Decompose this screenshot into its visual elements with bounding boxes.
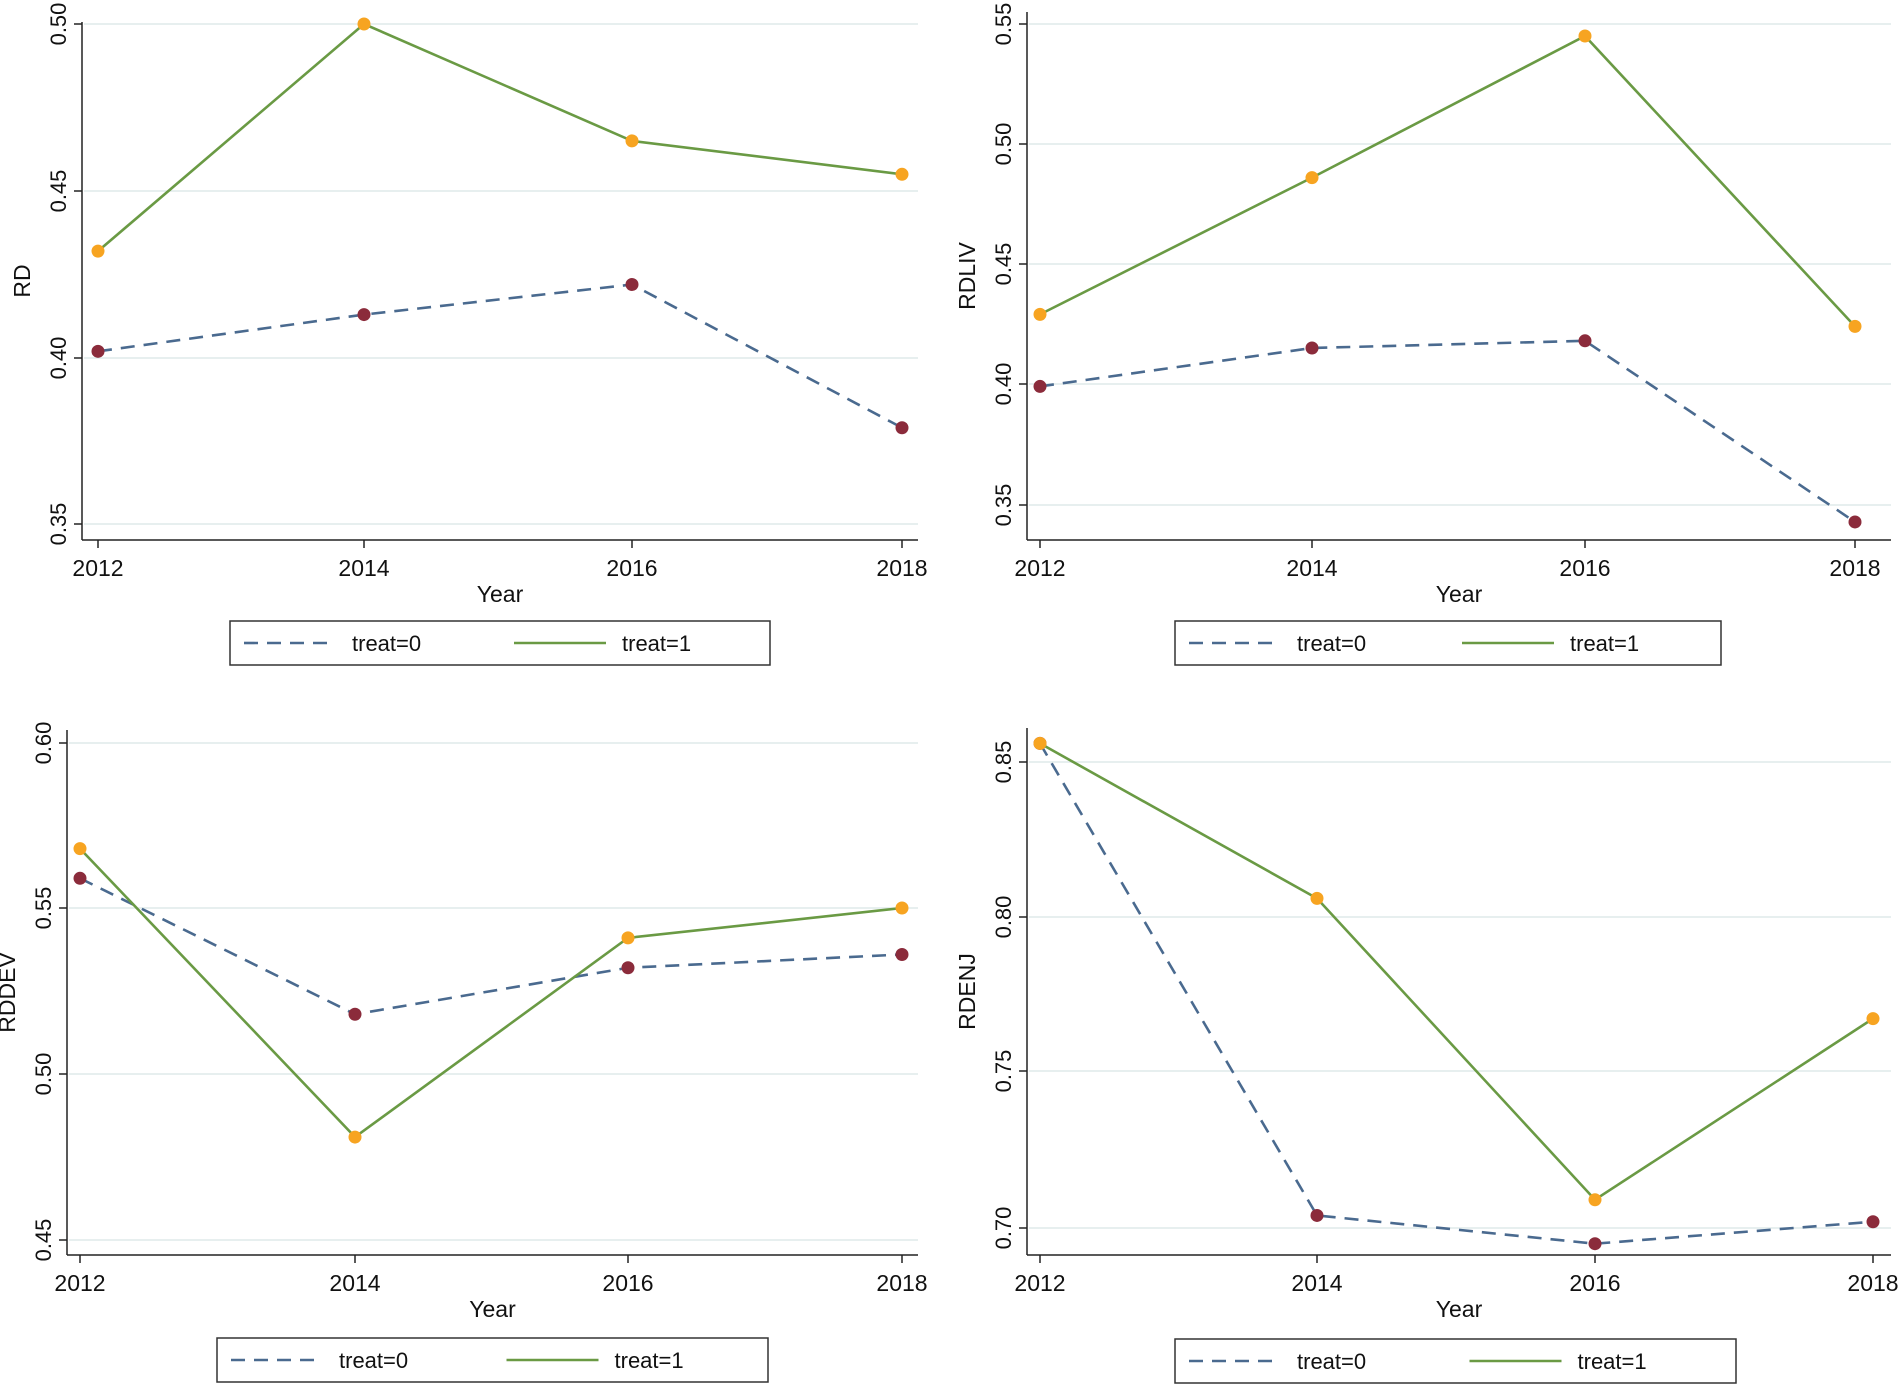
x-tick-label: 2016 (1569, 1270, 1620, 1296)
y-tick-label: 0.50 (31, 1053, 56, 1096)
x-tick-label: 2014 (329, 1270, 380, 1296)
series-line-treat0 (79, 877, 903, 1016)
legend: treat=0 treat=1 (1174, 1338, 1737, 1384)
series-line-treat1 (1039, 34, 1856, 328)
legend-label-treat0: treat=0 (1297, 631, 1366, 656)
data-point-treat0-2014 (1310, 1208, 1324, 1222)
legend-label-treat0: treat=0 (339, 1348, 408, 1373)
y-tick-label: 0.40 (991, 363, 1016, 406)
x-axis-title: Year (1436, 581, 1483, 607)
legend-label-treat0: treat=0 (1297, 1349, 1366, 1374)
y-tick-label: 0.80 (991, 896, 1016, 939)
x-axis-title: Year (477, 581, 524, 607)
y-tick-label: 0.45 (991, 243, 1016, 286)
x-tick-label: 2014 (338, 555, 389, 581)
y-tick-label: 0.50 (46, 3, 71, 46)
y-axis-title: RDDEV (0, 952, 20, 1033)
data-point-treat1-2018 (895, 901, 909, 915)
data-point-treat0-2014 (357, 308, 371, 322)
data-point-treat0-2018 (1866, 1215, 1880, 1229)
data-point-treat1-2016 (1578, 29, 1592, 43)
data-point-treat1-2014 (357, 17, 371, 31)
data-point-treat1-2016 (1588, 1193, 1602, 1207)
data-point-treat0-2018 (895, 947, 909, 961)
data-point-treat1-2014 (348, 1130, 362, 1144)
x-tick-label: 2016 (1559, 555, 1610, 581)
data-point-treat0-2014 (348, 1007, 362, 1021)
chart-panel-rddev: 0.45 0.50 0.55 0.60 RDDEV 2012 2014 2016 2018 Yea… (0, 722, 928, 1383)
data-point-treat1-2018 (1866, 1012, 1880, 1026)
y-tick-label: 0.35 (991, 484, 1016, 527)
data-point-treat1-2014 (1310, 891, 1324, 905)
data-point-treat0-2018 (1848, 515, 1862, 529)
y-tick-label: 0.45 (46, 170, 71, 213)
data-point-treat1-2018 (1848, 319, 1862, 333)
data-point-treat0-2016 (621, 961, 635, 975)
data-point-treat1-2018 (895, 167, 909, 181)
x-tick-label: 2018 (876, 555, 927, 581)
y-tick-label: 0.40 (46, 337, 71, 380)
data-point-treat1-2016 (625, 134, 639, 148)
x-tick-label: 2012 (1014, 1270, 1065, 1296)
legend-label-treat1: treat=1 (622, 631, 691, 656)
legend-label-treat1: treat=1 (615, 1348, 684, 1373)
chart-panel-rdliv: 0.35 0.40 0.45 0.50 0.55 RDLIV 2012 2014 2016 201… (954, 3, 1891, 666)
data-point-treat0-2012 (91, 344, 105, 358)
data-point-treat1-2012 (1033, 736, 1047, 750)
data-point-treat1-2016 (621, 931, 635, 945)
data-point-treat0-2012 (73, 871, 87, 885)
y-tick-label: 0.60 (31, 722, 56, 765)
data-point-treat1-2012 (91, 244, 105, 258)
x-tick-label: 2012 (54, 1270, 105, 1296)
chart-panel-rdenj: 0.70 0.75 0.80 0.85 RDENJ 2012 2014 2016 2018 Yea… (954, 728, 1899, 1384)
legend-label-treat1: treat=1 (1578, 1349, 1647, 1374)
legend: treat=0 treat=1 (216, 1337, 769, 1383)
x-axis-title: Year (1436, 1296, 1483, 1322)
x-tick-label: 2018 (1847, 1270, 1898, 1296)
y-axis-title: RDLIV (954, 241, 980, 309)
legend-label-treat1: treat=1 (1570, 631, 1639, 656)
series-line-treat1 (97, 22, 903, 253)
y-axis-title: RDENJ (954, 953, 980, 1030)
x-axis-title: Year (469, 1296, 516, 1322)
y-tick-label: 0.55 (991, 3, 1016, 46)
series-line-treat1 (1039, 742, 1874, 1202)
chart-panel-rd: 0.35 0.40 0.45 0.50 RD 2012 2014 2016 2018 Year tr… (9, 3, 928, 666)
legend: treat=0 treat=1 (1174, 620, 1722, 666)
data-point-treat0-2012 (1033, 379, 1047, 393)
data-point-treat1-2012 (1033, 307, 1047, 321)
data-point-treat1-2014 (1305, 171, 1319, 185)
data-point-treat1-2012 (73, 842, 87, 856)
y-tick-label: 0.75 (991, 1050, 1016, 1093)
y-tick-label: 0.70 (991, 1207, 1016, 1250)
x-tick-label: 2012 (72, 555, 123, 581)
y-tick-label: 0.85 (991, 741, 1016, 784)
y-axis-title: RD (9, 264, 35, 297)
data-point-treat0-2016 (1588, 1237, 1602, 1251)
y-tick-label: 0.50 (991, 123, 1016, 166)
series-line-treat1 (79, 847, 903, 1139)
data-point-treat0-2014 (1305, 341, 1319, 355)
x-tick-label: 2016 (606, 555, 657, 581)
x-tick-label: 2014 (1291, 1270, 1342, 1296)
data-point-treat0-2016 (625, 278, 639, 292)
y-tick-label: 0.45 (31, 1219, 56, 1262)
x-tick-label: 2018 (876, 1270, 927, 1296)
legend: treat=0 treat=1 (229, 620, 771, 666)
series-line-treat0 (1039, 339, 1856, 524)
y-tick-label: 0.35 (46, 503, 71, 546)
data-point-treat0-2016 (1578, 334, 1592, 348)
data-point-treat0-2018 (895, 421, 909, 435)
series-line-treat0 (97, 283, 903, 429)
x-tick-label: 2012 (1014, 555, 1065, 581)
x-tick-label: 2018 (1829, 555, 1880, 581)
legend-label-treat0: treat=0 (352, 631, 421, 656)
legend-box (216, 1337, 769, 1383)
series-line-treat0 (1038, 742, 1874, 1246)
x-tick-label: 2014 (1286, 555, 1337, 581)
x-tick-label: 2016 (602, 1270, 653, 1296)
y-tick-label: 0.55 (31, 887, 56, 930)
